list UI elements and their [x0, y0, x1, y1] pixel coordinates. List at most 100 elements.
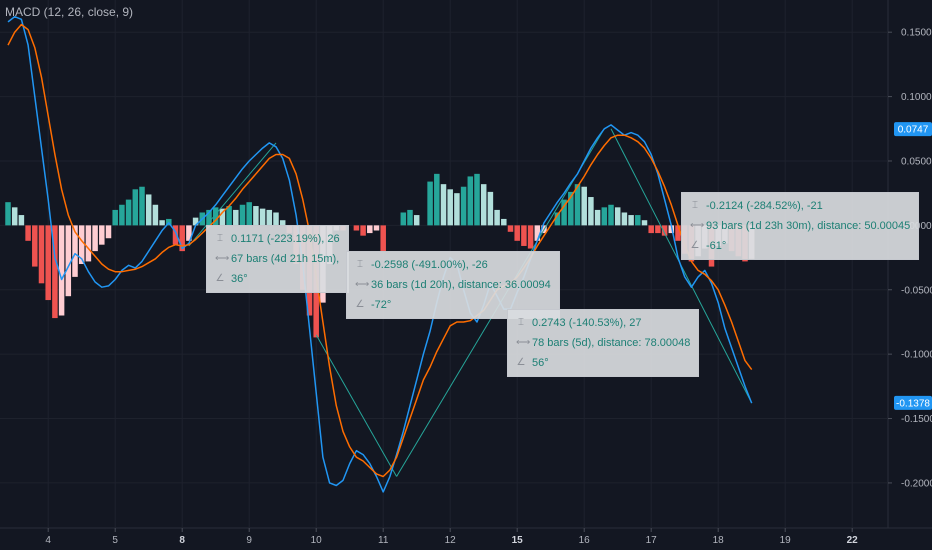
price-range-icon: ⌶	[217, 233, 223, 244]
histogram-bar	[206, 209, 212, 226]
histogram-bar	[92, 225, 98, 252]
histogram-bar	[179, 225, 185, 252]
indicator-title[interactable]: MACD (12, 26, close, 9)	[5, 5, 134, 19]
histogram-bar	[407, 209, 413, 226]
histogram-bar	[588, 197, 594, 226]
histogram-bar	[655, 225, 661, 234]
measure-line	[188, 142, 277, 247]
histogram-bar	[534, 225, 541, 241]
histogram-bar	[467, 176, 474, 226]
bars-range-icon: ⟷	[355, 279, 370, 290]
signal-line	[7, 23, 753, 478]
histogram-bar	[353, 225, 360, 231]
x-tick-label: 4	[45, 535, 51, 546]
histogram-bar	[561, 199, 567, 226]
histogram-bar	[675, 225, 681, 241]
angle-icon: ∠	[215, 273, 225, 284]
measure-angle: 56°	[532, 357, 549, 369]
measure-bars: 36 bars (1d 20h), distance: 36.00094	[371, 279, 551, 291]
histogram-bar	[58, 225, 65, 316]
x-tick-label: 18	[713, 535, 725, 546]
y-tick-label: 0.0500	[901, 156, 932, 167]
x-tick-label: 9	[246, 535, 252, 546]
measure-line	[315, 334, 398, 477]
angle-icon: ∠	[516, 357, 526, 368]
histogram-bar	[212, 207, 219, 226]
histogram-bar	[279, 220, 286, 226]
histogram-bar	[668, 225, 675, 234]
histogram-bar	[239, 204, 246, 226]
price-range-icon: ⌶	[692, 200, 698, 211]
price-range-icon: ⌶	[357, 259, 363, 270]
angle-icon: ∠	[355, 299, 365, 310]
measure-box[interactable]: ⌶ 0.2743 (-140.53%), 27 ⟷ 78 bars (5d), di…	[507, 309, 700, 377]
x-tick-label: 11	[378, 535, 389, 546]
histogram-bar	[219, 208, 226, 226]
histogram-bar	[112, 209, 118, 226]
histogram-bar	[601, 207, 608, 226]
x-tick-label: 10	[311, 535, 323, 546]
measure-bars: 93 bars (1d 23h 30m), distance: 50.00045	[706, 220, 911, 232]
x-tick-label: 8	[179, 535, 185, 546]
histogram-bar	[72, 225, 78, 277]
histogram-bar	[648, 225, 654, 234]
y-tick-label: -0.1500	[901, 414, 932, 425]
x-tick-label: 22	[847, 535, 859, 546]
histogram-bar	[65, 225, 72, 297]
histogram-bar	[119, 204, 125, 226]
measure-box[interactable]: ⌶ -0.2124 (-284.52%), -21 ⟷ 93 bars (1d 23…	[681, 192, 920, 260]
x-tick-label: 5	[112, 535, 118, 546]
y-tick-label: -0.2000	[901, 478, 932, 489]
histogram-bar	[427, 181, 433, 226]
histogram-bar	[527, 225, 534, 249]
y-tick-label: -0.1000	[901, 350, 932, 361]
histogram-bar	[494, 209, 500, 226]
histogram-bar	[38, 225, 45, 284]
time-axis[interactable]: 4 5 8 9 10 11 12 15 16 17 18 19 22	[45, 528, 858, 546]
histogram-bar	[608, 204, 614, 226]
measure-price-change: 0.1171 (-223.19%), 26	[231, 233, 340, 245]
macd-line	[7, 15, 753, 493]
histogram-bar	[480, 184, 487, 226]
histogram-bar	[574, 184, 581, 226]
x-tick-label: 16	[579, 535, 591, 546]
histogram-bar	[641, 220, 648, 226]
y-tick-label: 0.1000	[901, 92, 932, 103]
histogram-bar	[145, 194, 152, 226]
value-badge-label: 0.0747	[898, 125, 929, 136]
histogram-bar	[45, 225, 51, 301]
histogram-bar	[273, 212, 279, 226]
histogram-bar	[661, 225, 668, 236]
histogram-bar	[139, 186, 145, 226]
histogram-bar	[635, 215, 641, 226]
measure-angle: -61°	[706, 240, 727, 252]
measure-angle: 36°	[231, 273, 248, 285]
measure-bars: 67 bars (4d 21h 15m),	[231, 253, 340, 265]
x-tick-label: 17	[646, 535, 658, 546]
histogram-bar	[85, 225, 92, 262]
histogram-bar	[125, 199, 132, 226]
measure-box[interactable]: ⌶ 0.1171 (-223.19%), 26 ⟷ 67 bars (4d 21h …	[206, 225, 349, 293]
measure-box[interactable]: ⌶ -0.2598 (-491.00%), -26 ⟷ 36 bars (1d 20…	[346, 251, 560, 319]
price-range-icon: ⌶	[518, 317, 524, 328]
histogram-bar	[440, 184, 447, 226]
histogram-bar	[152, 204, 159, 226]
histogram-bar	[400, 212, 407, 226]
histogram-bar	[266, 209, 273, 226]
x-tick-label: 19	[780, 535, 792, 546]
histogram-bar	[413, 215, 420, 226]
y-tick-label: 0.1500	[901, 28, 932, 39]
histogram-bar	[447, 189, 453, 226]
histogram-bar	[367, 225, 373, 234]
measure-price-change: -0.2124 (-284.52%), -21	[706, 200, 823, 212]
value-badge	[894, 122, 932, 137]
histogram-bar	[186, 225, 192, 241]
histogram-bar	[233, 209, 239, 226]
histogram-bar	[159, 220, 165, 226]
histogram-bar	[614, 207, 621, 226]
histogram-bar	[454, 193, 460, 226]
histogram-bar	[32, 225, 38, 267]
histogram-bar	[460, 186, 467, 226]
histogram-bar	[246, 202, 252, 226]
